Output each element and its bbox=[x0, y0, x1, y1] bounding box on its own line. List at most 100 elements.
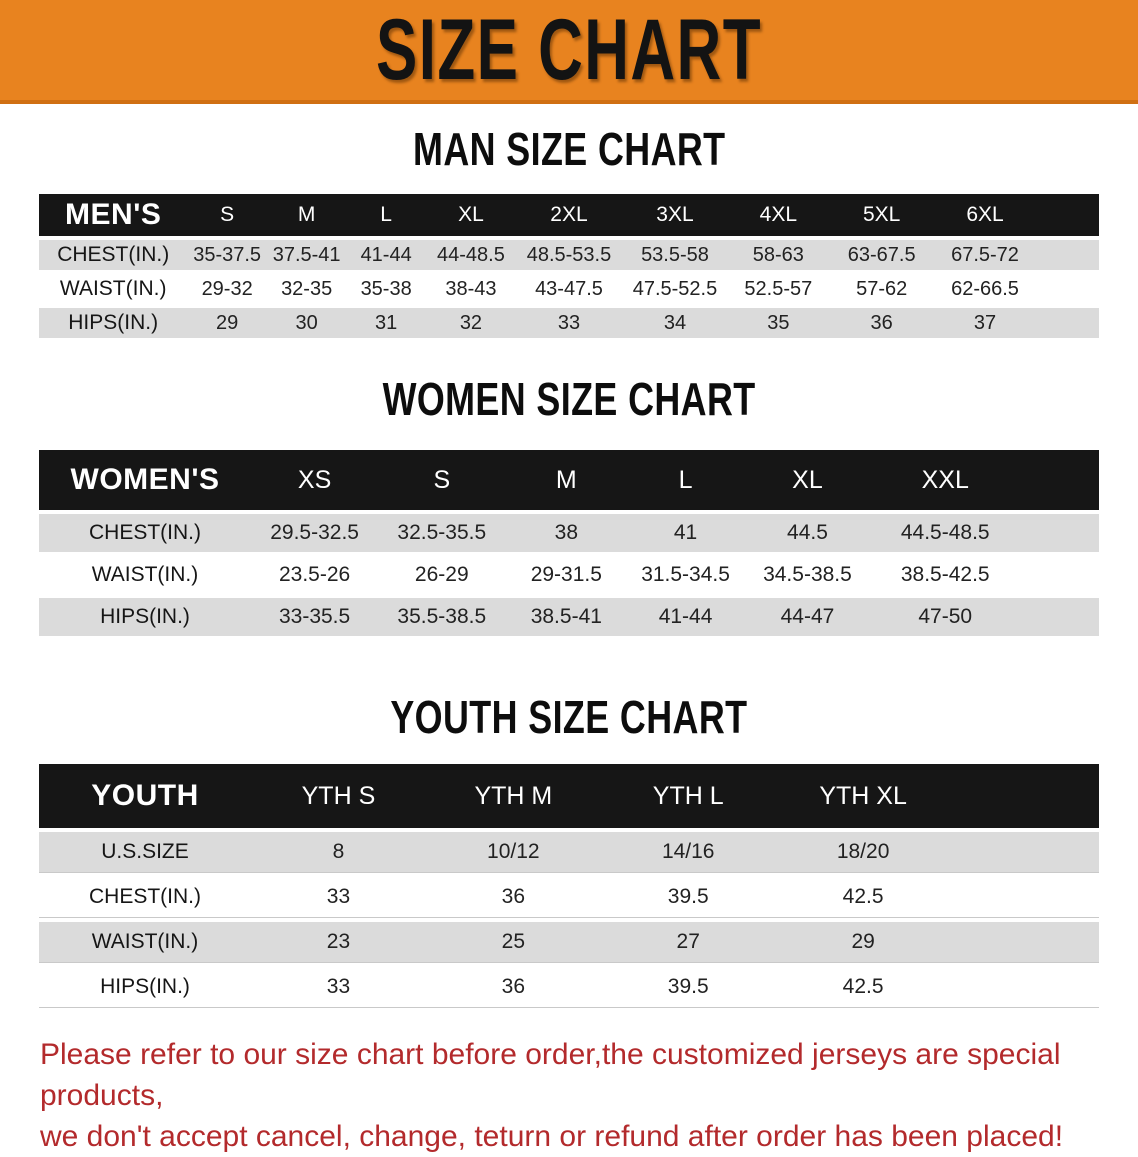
table-row: CHEST(IN.) 35-37.5 37.5-41 41-44 44-48.5 48.5… bbox=[39, 240, 1099, 270]
size-value-cell: 58-63 bbox=[727, 240, 829, 270]
size-value-cell: 47.5-52.5 bbox=[621, 274, 728, 304]
size-value-cell: 29 bbox=[775, 922, 951, 963]
disclaimer: Please refer to our size chart before or… bbox=[40, 1034, 1138, 1157]
column-header-xs: XS bbox=[251, 450, 379, 510]
banner-title: SIZE CHART bbox=[376, 2, 762, 98]
size-value-cell: 37 bbox=[934, 308, 1036, 338]
size-value-cell: 32-35 bbox=[266, 274, 347, 304]
row-spacer bbox=[950, 967, 1099, 1008]
size-chart-sections: MAN SIZE CHART MEN'S S M L XL 2XL 3XL 4XL 5XL 6XL C… bbox=[0, 124, 1138, 1012]
size-value-cell: 43-47.5 bbox=[515, 274, 622, 304]
row-spacer bbox=[1035, 240, 1099, 270]
column-header-xxl: XXL bbox=[871, 450, 1020, 510]
section-heading-men: MAN SIZE CHART bbox=[0, 124, 1138, 174]
size-value-cell: 67.5-72 bbox=[934, 240, 1036, 270]
size-table-men: MEN'S S M L XL 2XL 3XL 4XL 5XL 6XL CHEST(IN.) 35-37… bbox=[39, 190, 1099, 342]
table-header-row: YOUTH YTH S YTH M YTH L YTH XL bbox=[39, 764, 1099, 828]
row-spacer bbox=[1019, 598, 1099, 636]
size-value-cell: 31 bbox=[346, 308, 426, 338]
row-label: U.S.SIZE bbox=[39, 832, 251, 873]
size-value-cell: 63-67.5 bbox=[828, 240, 935, 270]
size-value-cell: 52.5-57 bbox=[727, 274, 829, 304]
row-label: WAIST(IN.) bbox=[39, 922, 251, 963]
size-value-cell: 32 bbox=[425, 308, 516, 338]
size-value-cell: 47-50 bbox=[871, 598, 1020, 636]
row-label: WAIST(IN.) bbox=[39, 556, 251, 594]
column-header-yth-s: YTH S bbox=[251, 764, 426, 828]
size-value-cell: 39.5 bbox=[600, 967, 776, 1008]
size-value-cell: 14/16 bbox=[600, 832, 776, 873]
size-value-cell: 44-48.5 bbox=[425, 240, 516, 270]
table-row: CHEST(IN.) 29.5-32.5 32.5-35.5 38 41 44.5 44.5… bbox=[39, 514, 1099, 552]
size-value-cell: 38-43 bbox=[425, 274, 516, 304]
size-value-cell: 23 bbox=[251, 922, 426, 963]
size-value-cell: 44.5-48.5 bbox=[871, 514, 1020, 552]
size-value-cell: 36 bbox=[425, 877, 601, 918]
disclaimer-line-2: we don't accept cancel, change, teturn o… bbox=[40, 1120, 1064, 1153]
size-value-cell: 36 bbox=[828, 308, 935, 338]
table-row: WAIST(IN.) 23 25 27 29 bbox=[39, 922, 1099, 963]
size-value-cell: 44-47 bbox=[743, 598, 872, 636]
row-spacer bbox=[950, 832, 1099, 873]
table-header-label: WOMEN'S bbox=[39, 450, 251, 510]
header-spacer bbox=[1035, 194, 1099, 236]
size-value-cell: 34.5-38.5 bbox=[743, 556, 872, 594]
size-value-cell: 41-44 bbox=[627, 598, 744, 636]
size-value-cell: 39.5 bbox=[600, 877, 776, 918]
table-row: HIPS(IN.) 33-35.5 35.5-38.5 38.5-41 41-44 44-… bbox=[39, 598, 1099, 636]
size-value-cell: 30 bbox=[266, 308, 347, 338]
table-header-row: WOMEN'S XS S M L XL XXL bbox=[39, 450, 1099, 510]
row-spacer bbox=[1035, 274, 1099, 304]
column-header-m: M bbox=[266, 194, 347, 236]
table-row: HIPS(IN.) 29 30 31 32 33 34 35 36 37 bbox=[39, 308, 1099, 338]
size-value-cell: 33 bbox=[251, 967, 426, 1008]
size-value-cell: 25 bbox=[425, 922, 601, 963]
column-header-yth-xl: YTH XL bbox=[775, 764, 951, 828]
table-header-label: YOUTH bbox=[39, 764, 251, 828]
size-value-cell: 42.5 bbox=[775, 967, 951, 1008]
row-label: CHEST(IN.) bbox=[39, 877, 251, 918]
section-men: MAN SIZE CHART MEN'S S M L XL 2XL 3XL 4XL 5XL 6XL C… bbox=[0, 124, 1138, 342]
size-value-cell: 33-35.5 bbox=[251, 598, 379, 636]
row-spacer bbox=[950, 922, 1099, 963]
size-value-cell: 33 bbox=[251, 877, 426, 918]
size-value-cell: 33 bbox=[515, 308, 622, 338]
size-value-cell: 18/20 bbox=[775, 832, 951, 873]
column-header-s: S bbox=[378, 450, 506, 510]
size-value-cell: 29-32 bbox=[187, 274, 267, 304]
table-header-row: MEN'S S M L XL 2XL 3XL 4XL 5XL 6XL bbox=[39, 194, 1099, 236]
column-header-l: L bbox=[346, 194, 426, 236]
section-heading-youth: YOUTH SIZE CHART bbox=[0, 692, 1138, 742]
row-label: CHEST(IN.) bbox=[39, 240, 188, 270]
section-heading-text: YOUTH SIZE CHART bbox=[390, 691, 748, 743]
size-value-cell: 35.5-38.5 bbox=[378, 598, 506, 636]
section-heading-text: MAN SIZE CHART bbox=[412, 123, 726, 175]
row-label: HIPS(IN.) bbox=[39, 598, 251, 636]
size-value-cell: 35-38 bbox=[346, 274, 426, 304]
size-value-cell: 38.5-42.5 bbox=[871, 556, 1020, 594]
size-value-cell: 37.5-41 bbox=[266, 240, 347, 270]
table-header-label: MEN'S bbox=[39, 194, 188, 236]
row-label: CHEST(IN.) bbox=[39, 514, 251, 552]
size-value-cell: 31.5-34.5 bbox=[627, 556, 744, 594]
size-value-cell: 29 bbox=[187, 308, 267, 338]
table-row: WAIST(IN.) 23.5-26 26-29 29-31.5 31.5-34.5 34… bbox=[39, 556, 1099, 594]
size-value-cell: 41 bbox=[627, 514, 744, 552]
size-value-cell: 26-29 bbox=[378, 556, 506, 594]
size-value-cell: 29.5-32.5 bbox=[251, 514, 379, 552]
table-row: U.S.SIZE 8 10/12 14/16 18/20 bbox=[39, 832, 1099, 873]
size-value-cell: 41-44 bbox=[346, 240, 426, 270]
size-value-cell: 48.5-53.5 bbox=[515, 240, 622, 270]
size-value-cell: 38.5-41 bbox=[505, 598, 628, 636]
size-value-cell: 32.5-35.5 bbox=[378, 514, 506, 552]
column-header-3xl: 3XL bbox=[621, 194, 728, 236]
size-value-cell: 27 bbox=[600, 922, 776, 963]
size-value-cell: 8 bbox=[251, 832, 426, 873]
size-value-cell: 10/12 bbox=[425, 832, 601, 873]
column-header-m: M bbox=[505, 450, 628, 510]
size-value-cell: 44.5 bbox=[743, 514, 872, 552]
size-value-cell: 35 bbox=[727, 308, 829, 338]
size-value-cell: 62-66.5 bbox=[934, 274, 1036, 304]
row-label: HIPS(IN.) bbox=[39, 967, 251, 1008]
section-youth: YOUTH SIZE CHART YOUTH YTH S YTH M YTH L YTH … bbox=[0, 692, 1138, 1012]
